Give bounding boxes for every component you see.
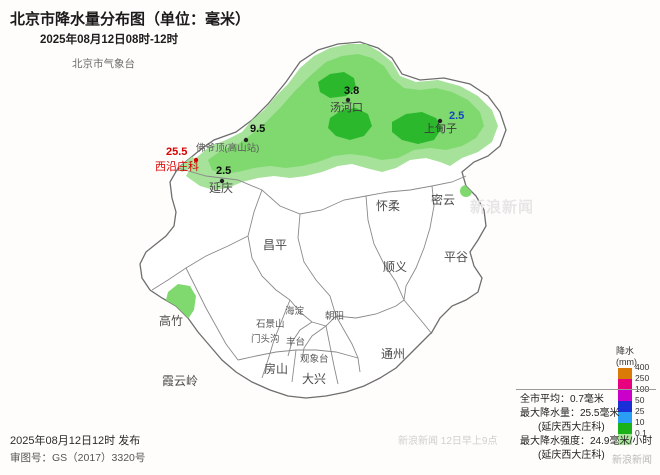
county-label-guanxiangtai: 观象台 [300,354,329,365]
value-xiyanzhuangke: 25.5 [166,146,188,158]
station-label-shangdianzi: 上甸子 [424,123,457,135]
watermark-center: 新浪新闻 [470,199,535,216]
page-title: 北京市降水量分布图（单位：毫米） [10,11,251,28]
county-label-pinggu: 平谷 [444,250,469,264]
issuer-label: 北京市气象台 [72,58,135,70]
county-label-chaoyang: 朝阳 [325,311,345,322]
station-label-xiyanzhuangke: 西沿庄科 [155,161,199,173]
value-shangdianzi: 2.5 [449,110,465,122]
county-label-xiayunling: 霞云岭 [162,374,199,388]
county-label-mentougou: 门头沟 [251,334,280,345]
county-label-gaozhu: 高竹 [159,314,184,328]
stat-max-intensity-site: (延庆西大庄科) [538,450,605,461]
district-borders [151,167,467,385]
county-label-shijingshan: 石景山 [256,319,285,330]
legend-tick-50: 50 [635,395,645,405]
legend-tick-0.1: 0.1 [635,428,647,438]
value-tanghekou: 3.8 [344,85,360,97]
station-label-tanghekou: 汤河口 [330,102,363,114]
stat-max-precip-site: (延庆西大庄科) [538,422,605,433]
legend-cell-400: 400 [618,362,649,379]
station-label-foyeding: 佛爷顶(高山站) [196,143,260,154]
legend-tick-400: 400 [635,362,650,372]
county-label-miyun: 密云 [431,193,456,207]
legend-cell-0.1: 0.1 [618,428,647,445]
county-label-yanqing: 延庆 [209,181,234,195]
county-label-fangshan: 房山 [264,362,289,376]
value-foyeding: 9.5 [250,123,266,135]
legend-tick-250: 250 [635,373,650,383]
precip-core-north [318,72,356,98]
legend-tick-10: 10 [635,417,645,427]
stat-city-average: 全市平均：0.7毫米 [520,394,604,405]
station-markers [193,97,443,184]
stat-max-precip: 最大降水量：25.5毫米 [520,408,620,419]
county-label-haidian: 海淀 [285,306,305,317]
precip-core-tanghekou [328,108,372,140]
county-label-daxing: 大兴 [302,372,327,386]
precip-core-shangdianzi [392,112,442,144]
precip-zones [164,44,498,326]
county-label-changping: 昌平 [263,238,288,252]
legend-cell-250: 250 [618,373,649,390]
legend-cell-50: 50 [618,395,644,412]
legend-tick-25: 25 [635,406,645,416]
county-label-shunyi: 顺义 [383,260,408,274]
county-label-fengtai: 丰台 [286,337,306,348]
value-yanqing: 2.5 [216,165,232,177]
issue-time-footer: 2025年08月12日12时 发布 [10,435,141,447]
stats-divider [516,389,656,390]
legend-title: 降水(mm) [616,346,637,367]
county-label-huairou: 怀柔 [376,199,401,213]
watermark-middle: 新浪新闻 12日早上9点 [398,436,498,447]
legend-cell-10: 10 [618,417,644,434]
county-label-tongzhou: 通州 [381,347,406,361]
map-number-footer: 审图号：GS（2017）3320号 [10,452,146,464]
legend-cell-25: 25 [618,406,644,423]
time-range-label: 2025年08月12日08时-12时 [40,34,179,46]
watermark-corner: 新浪新闻 [612,455,652,466]
statistics-panel: 全市平均：0.7毫米 最大降水量：25.5毫米 (延庆西大庄科) 最大降水强度：… [520,393,652,463]
stat-max-intensity: 最大降水强度：24.9毫米/小时 [520,436,653,447]
